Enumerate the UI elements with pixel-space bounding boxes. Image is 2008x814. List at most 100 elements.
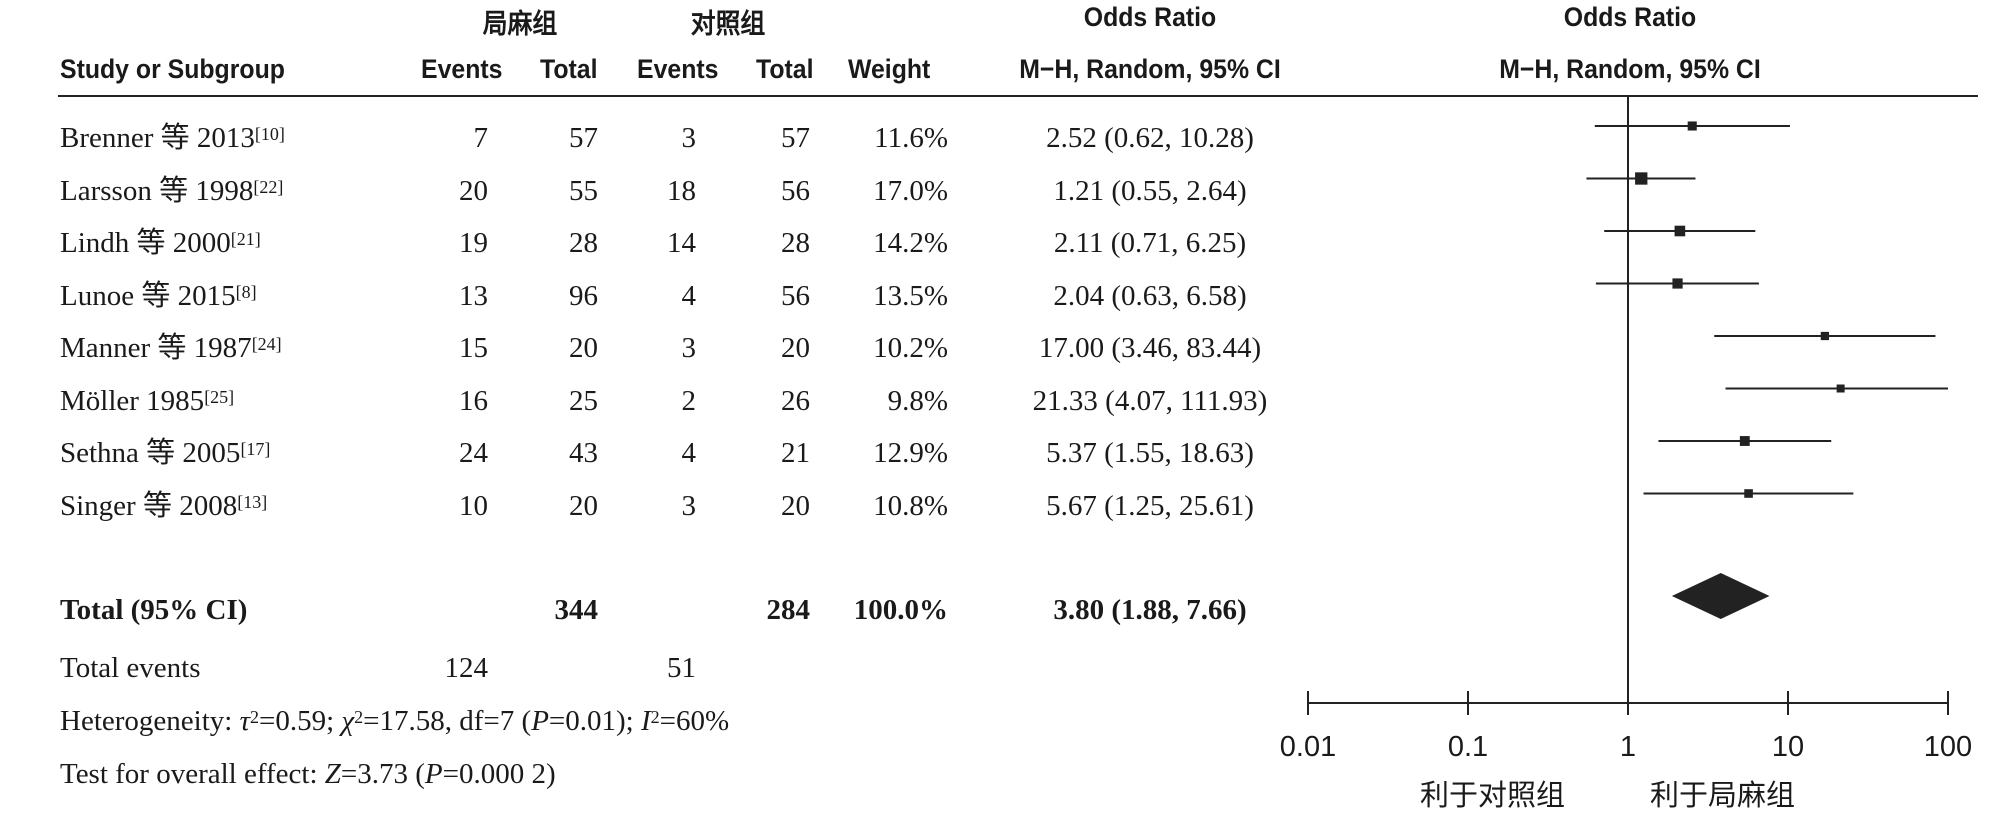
point-estimate [1674, 225, 1686, 237]
heterogeneity-text: Heterogeneity: τ2=0.59; χ2=17.58, df=7 (… [60, 705, 730, 737]
total-events-e2: 51 [667, 652, 696, 684]
col-total1-header: Total [540, 54, 598, 84]
study-weight: 14.2% [873, 227, 948, 259]
study-e1: 16 [459, 384, 488, 417]
study-t2: 26 [781, 384, 810, 417]
study-t1: 96 [569, 279, 598, 312]
study-name-text: Manner 等 1987 [60, 332, 252, 364]
or-method-header: M−H, Random, 95% CI [1019, 54, 1281, 84]
study-name: Brenner 等 2013[10] [60, 120, 285, 156]
group2-header: 对照组 [690, 9, 766, 39]
total-events-e1: 124 [444, 652, 489, 684]
plot-title: Odds Ratio [1563, 2, 1697, 32]
point-estimate [1672, 278, 1683, 289]
study-e1: 20 [459, 174, 488, 207]
study-t1: 20 [569, 489, 598, 522]
study-t2: 57 [781, 122, 810, 154]
x-tick-label: 100 [1924, 731, 1972, 763]
study-ci-text: 2.11 (0.71, 6.25) [1053, 227, 1247, 259]
study-e2: 2 [681, 384, 697, 417]
study-weight: 13.5% [873, 279, 948, 312]
study-ci-text: 17.00 (3.46, 83.44) [1038, 332, 1262, 364]
study-e1: 24 [459, 437, 488, 469]
study-e2: 14 [667, 227, 696, 259]
study-weight: 11.6% [874, 122, 948, 154]
study-weight: 10.2% [873, 332, 948, 364]
col-study-header: Study or Subgroup [60, 54, 285, 84]
study-name-text: Sethna 等 2005 [60, 437, 241, 469]
col-weight-header: Weight [848, 54, 931, 84]
study-e1: 19 [459, 227, 488, 259]
study-weight: 9.8% [887, 384, 948, 417]
total-weight: 100.0% [853, 594, 948, 626]
study-name-text: Möller 1985 [60, 384, 205, 417]
study-t2: 20 [781, 489, 810, 522]
study-ci-text: 5.67 (1.25, 25.61) [1046, 489, 1254, 522]
group1-header: 局麻组 [482, 9, 558, 39]
point-estimate [1836, 384, 1845, 393]
study-name-text: Singer 等 2008 [60, 489, 238, 522]
study-name: Möller 1985[25] [60, 383, 234, 419]
study-e2: 4 [681, 279, 697, 312]
study-ci-text: 1.21 (0.55, 2.64) [1053, 174, 1247, 207]
study-e1: 13 [459, 279, 488, 312]
total-label: Total (95% CI) [60, 594, 248, 626]
header-rule [58, 95, 1978, 97]
study-ci-text: 21.33 (4.07, 111.93) [1032, 384, 1268, 417]
study-ci-text: 5.37 (1.55, 18.63) [1046, 437, 1254, 469]
study-ref: [10] [254, 124, 285, 144]
x-tick-label: 0.1 [1448, 731, 1488, 763]
study-e2: 3 [681, 122, 697, 154]
study-name-text: Lunoe 等 2015 [60, 279, 236, 312]
col-events1-header: Events [421, 54, 503, 84]
study-t2: 56 [781, 279, 810, 312]
favours-right-label: 利于局麻组 [1650, 780, 1796, 812]
study-ref: [25] [204, 386, 235, 407]
study-e2: 3 [681, 489, 697, 522]
x-tick-label: 1 [1620, 731, 1636, 763]
study-t1: 43 [569, 437, 598, 469]
point-estimate [1744, 489, 1753, 498]
study-t1: 25 [569, 384, 598, 417]
overall-effect-text: Test for overall effect: Z=3.73 (P=0.000… [60, 758, 556, 790]
study-e1: 15 [459, 332, 488, 364]
study-e1: 10 [459, 489, 488, 522]
point-estimate [1687, 121, 1697, 131]
study-weight: 10.8% [873, 489, 948, 522]
plot-method-header: M−H, Random, 95% CI [1499, 54, 1761, 84]
study-e2: 4 [681, 437, 697, 469]
study-ref: [17] [240, 439, 271, 459]
study-ref: [8] [235, 281, 257, 302]
pooled-diamond [1671, 573, 1770, 619]
study-name: Lunoe 等 2015[8] [60, 278, 257, 314]
total-t2: 284 [766, 594, 811, 626]
study-ref: [13] [237, 491, 268, 512]
point-estimate [1739, 436, 1750, 446]
study-name: Sethna 等 2005[17] [60, 435, 270, 471]
study-weight: 17.0% [873, 174, 948, 207]
study-e2: 18 [667, 174, 696, 207]
col-total2-header: Total [756, 54, 814, 84]
study-name: Manner 等 1987[24] [60, 330, 282, 366]
total-ci: 3.80 (1.88, 7.66) [1053, 594, 1247, 626]
x-tick-label: 0.01 [1280, 731, 1336, 763]
study-ci-text: 2.52 (0.62, 10.28) [1046, 122, 1254, 154]
study-e1: 7 [473, 122, 489, 154]
study-t2: 21 [781, 437, 810, 469]
study-name: Lindh 等 2000[21] [60, 225, 261, 261]
study-t1: 57 [569, 122, 598, 154]
study-e2: 3 [681, 332, 697, 364]
study-t1: 28 [569, 227, 598, 259]
favours-left-label: 利于对照组 [1420, 780, 1566, 812]
total-events-label: Total events [60, 652, 201, 684]
study-name-text: Brenner 等 2013 [60, 122, 255, 154]
study-t2: 20 [781, 332, 810, 364]
x-tick-label: 10 [1772, 731, 1804, 763]
point-estimate [1820, 331, 1829, 341]
study-ref: [24] [251, 334, 282, 354]
study-name-text: Lindh 等 2000 [60, 227, 231, 259]
study-t1: 20 [569, 332, 598, 364]
study-ref: [21] [230, 229, 261, 249]
study-ref: [22] [253, 176, 284, 197]
